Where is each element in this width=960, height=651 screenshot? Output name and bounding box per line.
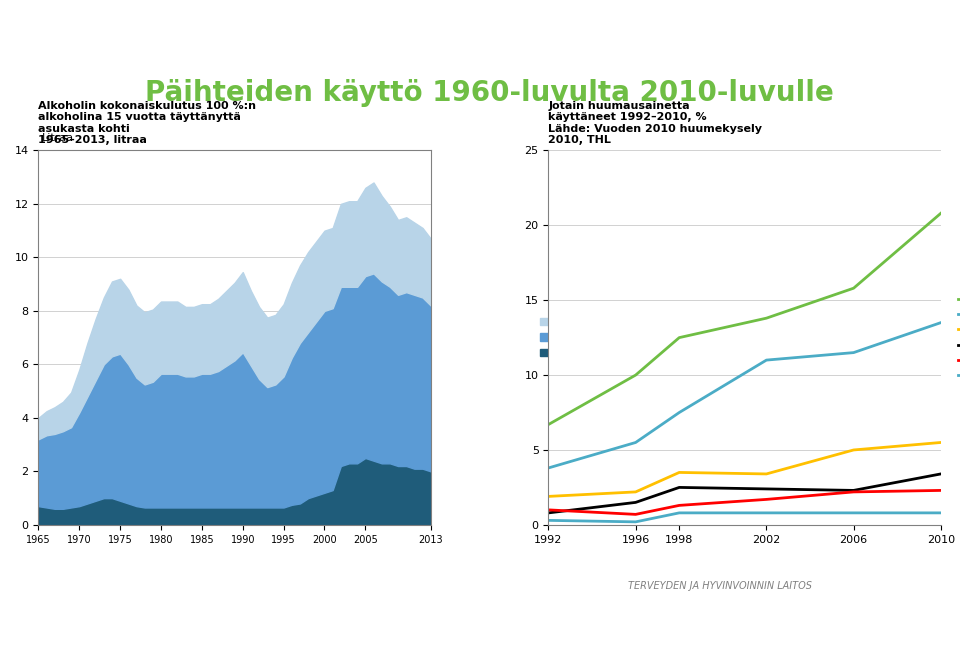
Legend: Anniskelukulutus, Vähittäiskulutus, Tilastoimaton kulutus: Anniskelukulutus, Vähittäiskulutus, Tila… bbox=[536, 313, 681, 362]
Line: Elinaikana, miehet: Elinaikana, miehet bbox=[548, 214, 941, 424]
Viime 12 kk, miehet bbox=[848, 446, 859, 454]
Line: Viime 30 pv, naiset: Viime 30 pv, naiset bbox=[548, 513, 941, 522]
Line: Viime 12 kk, naiset: Viime 12 kk, naiset bbox=[548, 474, 941, 513]
Viime 12 kk, naiset bbox=[674, 484, 685, 492]
Text: Alkoholin kokonaiskulutus 100 %:n
alkoholina 15 vuotta täyttänyttä
asukasta koht: Alkoholin kokonaiskulutus 100 %:n alkoho… bbox=[38, 101, 256, 145]
Viime 30 pv, naiset bbox=[760, 509, 772, 517]
Viime 30 pv, miehet bbox=[630, 510, 641, 518]
Viime 12 kk, naiset bbox=[760, 485, 772, 493]
Viime 12 kk, miehet bbox=[674, 469, 685, 477]
Elinaikana, miehet bbox=[760, 314, 772, 322]
Viime 30 pv, naiset bbox=[630, 518, 641, 526]
Line: Elinaikana, naiset: Elinaikana, naiset bbox=[548, 323, 941, 468]
Line: Viime 12 kk, miehet: Viime 12 kk, miehet bbox=[548, 443, 941, 497]
Viime 30 pv, naiset bbox=[674, 509, 685, 517]
Elinaikana, miehet bbox=[935, 210, 947, 217]
Line: Viime 30 pv, miehet: Viime 30 pv, miehet bbox=[548, 490, 941, 514]
Viime 30 pv, miehet bbox=[542, 506, 554, 514]
Viime 12 kk, miehet bbox=[630, 488, 641, 496]
Viime 30 pv, naiset bbox=[542, 516, 554, 524]
Viime 12 kk, naiset bbox=[848, 486, 859, 494]
Elinaikana, naiset bbox=[630, 439, 641, 447]
Viime 30 pv, miehet bbox=[935, 486, 947, 494]
Elinaikana, naiset bbox=[542, 464, 554, 472]
Text: Jotain huumausainetta
käyttäneet 1992–2010, %
Lähde: Vuoden 2010 huumekysely
201: Jotain huumausainetta käyttäneet 1992–20… bbox=[548, 101, 762, 145]
Viime 30 pv, miehet bbox=[674, 501, 685, 509]
Viime 12 kk, miehet bbox=[760, 470, 772, 478]
Elinaikana, naiset bbox=[674, 409, 685, 417]
Viime 30 pv, naiset bbox=[848, 509, 859, 517]
Viime 12 kk, naiset bbox=[630, 499, 641, 506]
Elinaikana, miehet bbox=[542, 421, 554, 428]
Text: TERVEYDEN JA HYVINVOINNIN LAITOS: TERVEYDEN JA HYVINVOINNIN LAITOS bbox=[628, 581, 812, 591]
Text: 25.3.2015: 25.3.2015 bbox=[48, 628, 110, 638]
Viime 12 kk, naiset bbox=[935, 470, 947, 478]
Elinaikana, miehet bbox=[674, 334, 685, 342]
Elinaikana, miehet bbox=[630, 371, 641, 379]
Viime 12 kk, naiset bbox=[542, 509, 554, 517]
Elinaikana, naiset bbox=[935, 319, 947, 327]
Text: 17: 17 bbox=[898, 628, 912, 638]
Text: Päihteiden käyttö 1960-luvulta 2010-luvulle: Päihteiden käyttö 1960-luvulta 2010-luvu… bbox=[145, 79, 834, 107]
Viime 30 pv, miehet bbox=[760, 495, 772, 503]
Viime 12 kk, miehet bbox=[935, 439, 947, 447]
Viime 12 kk, miehet bbox=[542, 493, 554, 501]
Elinaikana, naiset bbox=[760, 356, 772, 364]
Viime 30 pv, naiset bbox=[935, 509, 947, 517]
Text: Yhteiskunta muuttuu - miten muuttuu päihdetyö? / Airi Partanen: Yhteiskunta muuttuu - miten muuttuu päih… bbox=[300, 628, 660, 638]
Text: Litraa: Litraa bbox=[42, 133, 75, 143]
Viime 30 pv, miehet bbox=[848, 488, 859, 496]
Legend: Elinaikana, miehet, Elinaikana, naiset, Viime 12 kk, miehet, Viime 12 kk, naiset: Elinaikana, miehet, Elinaikana, naiset, … bbox=[954, 290, 960, 385]
Elinaikana, miehet bbox=[848, 284, 859, 292]
Elinaikana, naiset bbox=[848, 349, 859, 357]
